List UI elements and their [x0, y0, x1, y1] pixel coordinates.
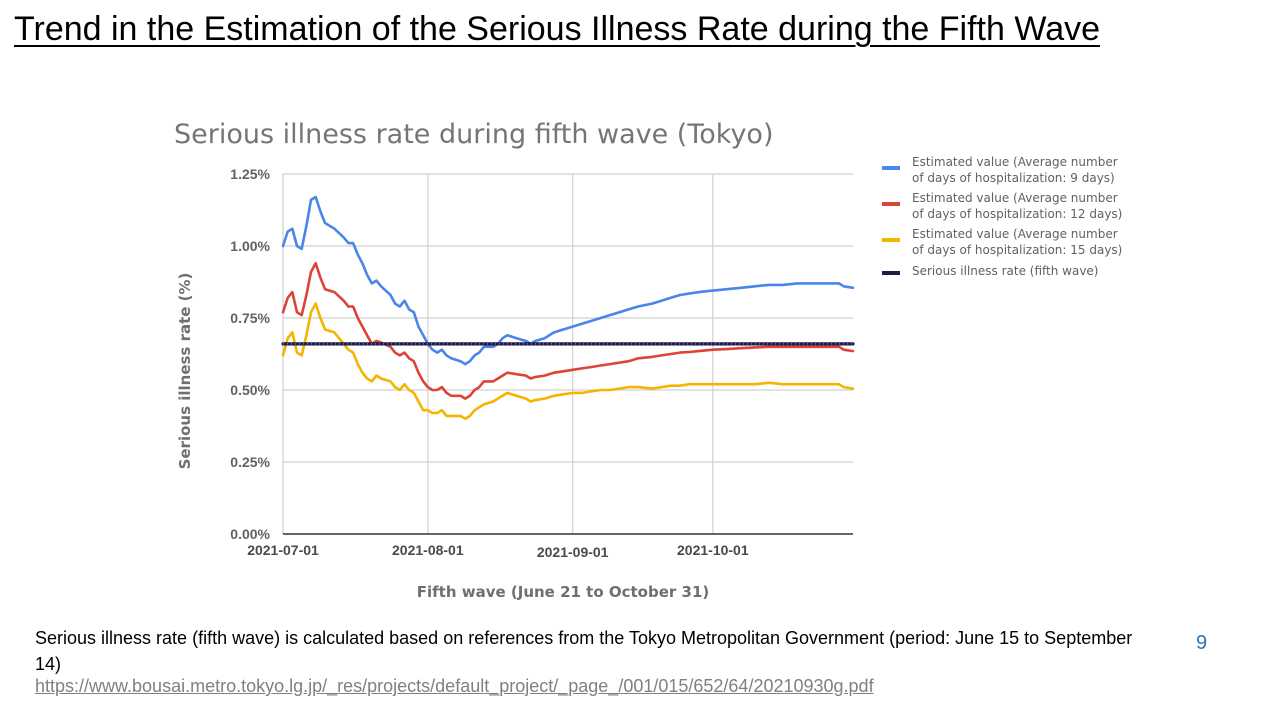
- x-tick-labels: 2021-07-01 2021-08-01 2021-09-01 2021-10-01: [247, 542, 749, 560]
- x-tick-label: 2021-09-01: [537, 544, 609, 560]
- series-line: [281, 195, 855, 366]
- legend-swatch: [882, 271, 900, 275]
- slide-title: Trend in the Estimation of the Serious I…: [14, 10, 1101, 48]
- x-tick-label: 2021-07-01: [247, 542, 319, 558]
- legend-swatch: [882, 238, 900, 242]
- legend-label: Estimated value (Average number: [912, 191, 1118, 205]
- legend: Estimated value (Average number of days …: [882, 155, 1122, 278]
- chart-title: Serious illness rate during fifth wave (…: [174, 119, 773, 150]
- y-tick-label: 1.25%: [230, 166, 270, 182]
- y-tick-labels: 0.00% 0.25% 0.50% 0.75% 1.00% 1.25%: [230, 166, 270, 542]
- legend-swatch: [882, 202, 900, 206]
- legend-label: of days of hospitalization: 12 days): [912, 207, 1122, 221]
- series-line: [281, 262, 855, 400]
- legend-label: of days of hospitalization: 9 days): [912, 171, 1115, 185]
- x-tick-label: 2021-10-01: [677, 542, 749, 558]
- page-number: 9: [1196, 632, 1208, 654]
- y-tick-label: 0.50%: [230, 382, 270, 398]
- legend-swatch: [882, 166, 900, 170]
- legend-label: Estimated value (Average number: [912, 227, 1118, 241]
- y-tick-label: 0.00%: [230, 526, 270, 542]
- y-axis-label: Serious illness rate (%): [176, 273, 194, 470]
- y-tick-label: 1.00%: [230, 238, 270, 254]
- x-axis-label: Fifth wave (June 21 to October 31): [417, 583, 710, 601]
- legend-label: Estimated value (Average number: [912, 155, 1118, 169]
- series-layer: [281, 195, 855, 421]
- grid-layer: [282, 173, 853, 534]
- y-tick-label: 0.25%: [230, 454, 270, 470]
- legend-label: Serious illness rate (fifth wave): [912, 264, 1099, 278]
- legend-label: of days of hospitalization: 15 days): [912, 243, 1122, 257]
- caption-text: Serious illness rate (fifth wave) is cal…: [35, 628, 1133, 674]
- series-line: [281, 302, 855, 421]
- y-tick-label: 0.75%: [230, 310, 270, 326]
- x-tick-label: 2021-08-01: [392, 542, 464, 558]
- source-link[interactable]: https://www.bousai.metro.tokyo.lg.jp/_re…: [35, 676, 874, 696]
